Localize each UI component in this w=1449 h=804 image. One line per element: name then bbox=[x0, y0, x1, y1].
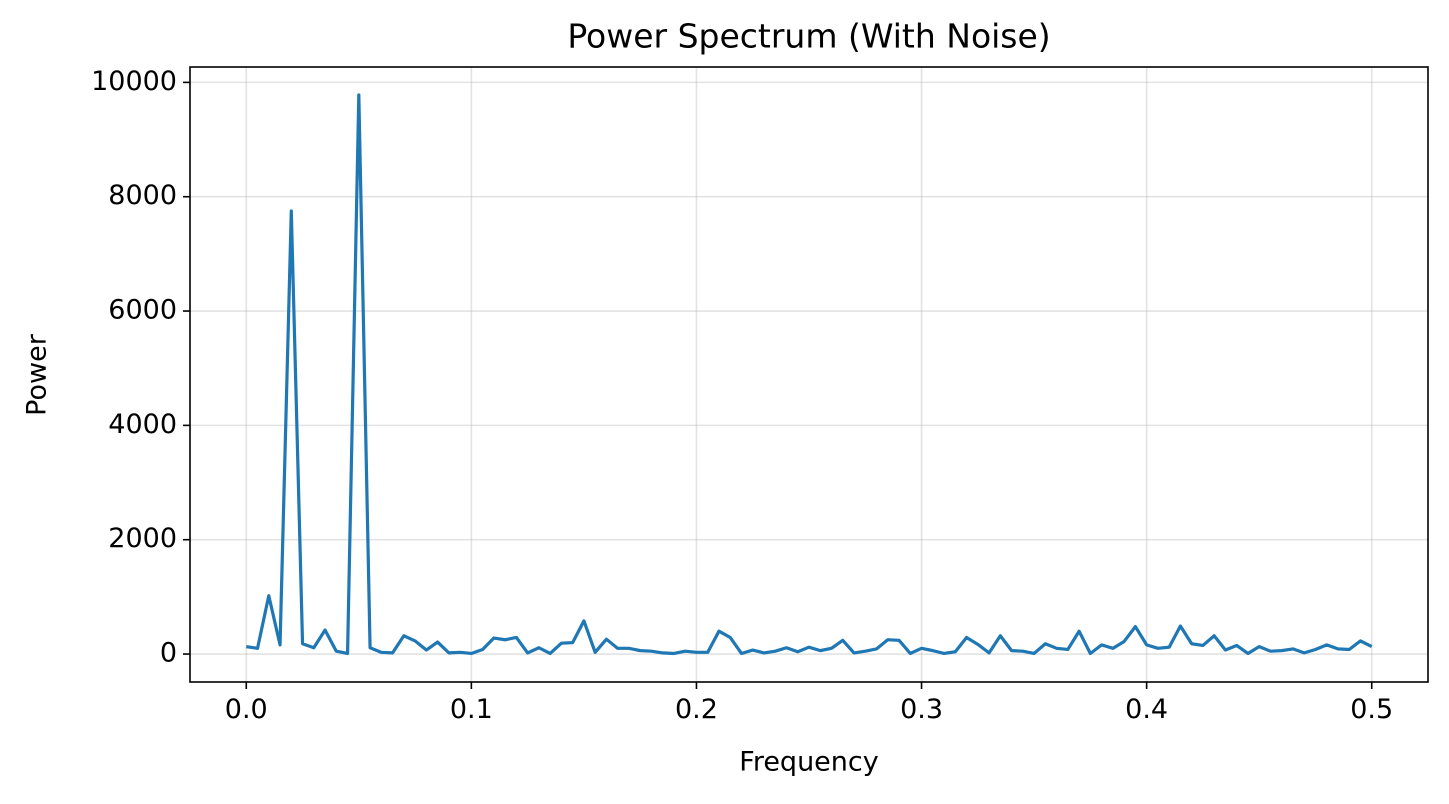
y-tick-label: 10000 bbox=[91, 66, 177, 97]
data-line bbox=[246, 93, 1373, 656]
chart-title: Power Spectrum (With Noise) bbox=[567, 17, 1050, 56]
x-tick-label: 0.3 bbox=[900, 694, 943, 725]
y-tick-label: 0 bbox=[160, 638, 177, 669]
x-tick-label: 0.2 bbox=[675, 694, 718, 725]
x-tick-label: 0.1 bbox=[450, 694, 493, 725]
y-tick-label: 2000 bbox=[108, 523, 177, 554]
y-axis-label: Power bbox=[22, 333, 53, 416]
plot-frame bbox=[189, 66, 1429, 683]
y-tick-label: 8000 bbox=[108, 180, 177, 211]
x-tick-label: 0.0 bbox=[225, 694, 268, 725]
x-tick-label: 0.4 bbox=[1125, 694, 1168, 725]
x-tick-label: 0.5 bbox=[1350, 694, 1393, 725]
x-axis-label: Frequency bbox=[739, 747, 879, 778]
y-tick-label: 6000 bbox=[108, 295, 177, 326]
y-tick-label: 4000 bbox=[108, 409, 177, 440]
